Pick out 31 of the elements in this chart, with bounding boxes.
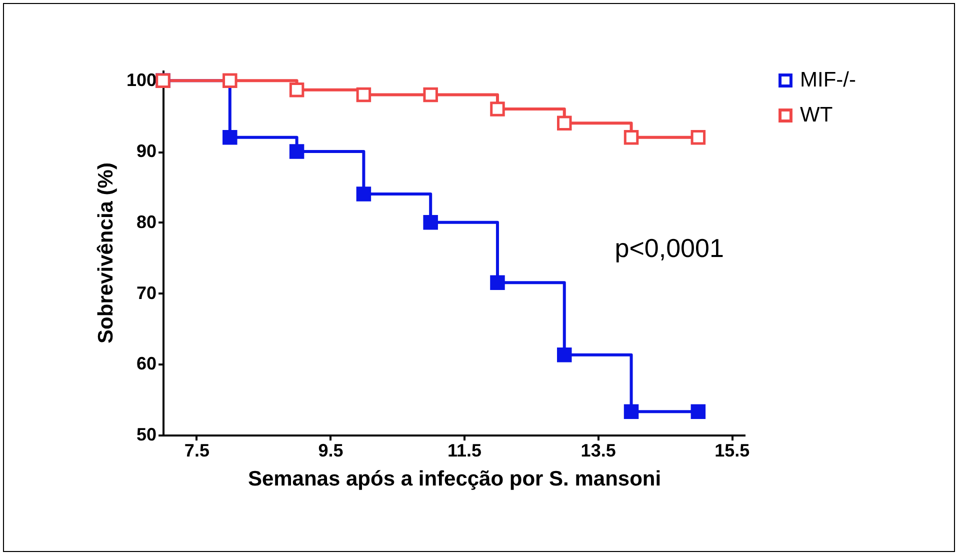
point [423, 87, 438, 102]
point [490, 102, 505, 116]
point [289, 82, 304, 98]
x-tick-label: 9.5 [318, 440, 344, 460]
point [624, 404, 639, 419]
y-tick-label: 90 [136, 141, 156, 162]
y-axis-title: Sobrevivência (%) [94, 162, 118, 344]
x-tick-label: 13.5 [580, 440, 616, 460]
point [356, 186, 372, 202]
point [557, 116, 572, 131]
y-tick-label: 60 [136, 354, 156, 374]
point [289, 144, 304, 159]
y-tick-label: 70 [136, 282, 156, 303]
x-tick-label: 11.5 [448, 440, 482, 460]
x-tick-label: 7.5 [184, 440, 210, 460]
y-tick-label: 50 [136, 424, 156, 444]
point [423, 215, 438, 230]
x-tick-label: 15.5 [714, 440, 750, 460]
legend-label: WT [800, 104, 833, 126]
point [690, 404, 706, 419]
point [222, 73, 238, 88]
annotation: p<0,0001 [614, 232, 724, 263]
x-axis-title: Semanas após a infecção por S. mansoni [248, 468, 662, 490]
point [690, 130, 706, 145]
point [356, 87, 372, 102]
point [624, 130, 639, 145]
point [222, 130, 238, 145]
point [490, 275, 505, 290]
point [557, 348, 572, 362]
legend-label: MIF-/- [800, 68, 856, 92]
y-tick-label: 80 [136, 212, 156, 232]
